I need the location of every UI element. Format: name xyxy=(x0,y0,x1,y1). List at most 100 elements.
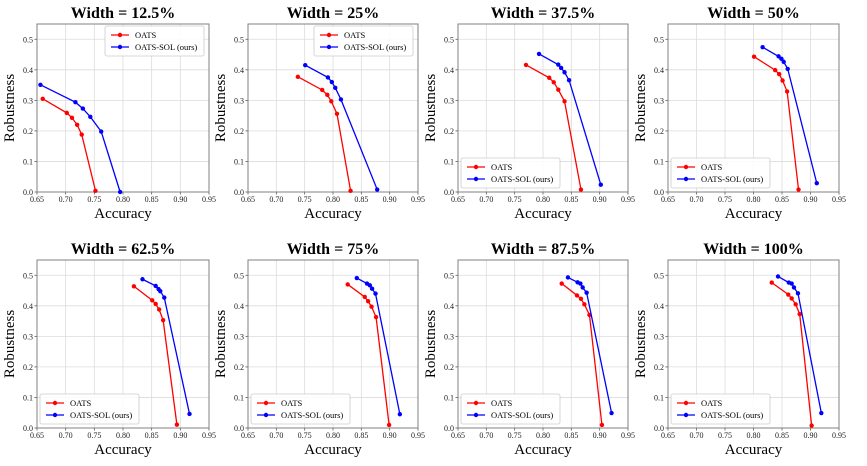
x-tick-label: 0.85 xyxy=(775,195,789,204)
data-point xyxy=(334,111,340,117)
x-tick-label: 0.65 xyxy=(451,431,465,440)
data-point xyxy=(536,51,542,57)
axes-frame xyxy=(457,23,629,193)
data-point xyxy=(819,410,824,416)
series-oats-sol xyxy=(354,275,403,417)
legend-label: OATS xyxy=(344,30,366,40)
subplot-2: 0.65 0.70 0.75 0.80 0.85 0.90 0.95 0.0 0.1 0.2 0.3… xyxy=(213,5,425,222)
y-tick-label: 0.2 xyxy=(444,127,454,136)
data-point xyxy=(150,298,155,303)
legend-box xyxy=(250,393,351,425)
data-point xyxy=(333,85,338,91)
x-tick-label: 0.65 xyxy=(30,195,44,204)
series-oats-sol xyxy=(565,275,614,416)
legend: OATS OATS-SOL (ours) xyxy=(39,393,140,425)
x-tick-label: 0.70 xyxy=(269,195,283,204)
data-point xyxy=(156,307,162,312)
subplot-title: Width = 75% xyxy=(287,241,379,258)
x-tick-label: 0.90 xyxy=(173,431,187,440)
x-axis-label: Accuracy xyxy=(514,206,572,222)
data-point xyxy=(578,296,584,301)
data-point xyxy=(140,277,145,282)
subplot-title: Width = 62.5% xyxy=(71,241,175,258)
data-point xyxy=(796,187,801,192)
legend: OATS OATS-SOL (ours) xyxy=(104,25,205,57)
legend-swatch-marker xyxy=(52,400,58,406)
y-tick-label: 0.1 xyxy=(444,393,454,402)
x-tick-label: 0.85 xyxy=(564,431,578,440)
x-tick-label: 0.70 xyxy=(479,195,493,204)
data-point xyxy=(775,274,781,279)
data-point xyxy=(354,275,359,281)
x-tick-label: 0.80 xyxy=(747,195,761,204)
y-tick-label: 0.5 xyxy=(234,271,244,280)
y-tick-label: 0.1 xyxy=(234,393,244,402)
series-oats-sol xyxy=(303,63,380,192)
series-line xyxy=(297,76,352,191)
data-point xyxy=(578,187,584,192)
data-point xyxy=(325,92,330,98)
legend-swatch-marker xyxy=(117,32,123,38)
x-tick-label: 0.95 xyxy=(832,195,846,204)
data-point xyxy=(397,412,403,417)
legend-label: OATS-SOL (ours) xyxy=(491,174,553,184)
series-line xyxy=(40,84,121,193)
x-tick-label: 0.80 xyxy=(116,431,130,440)
data-point xyxy=(348,188,353,193)
data-point xyxy=(375,187,380,192)
x-tick-label: 0.95 xyxy=(411,195,425,204)
series-oats xyxy=(131,284,180,427)
x-tick-label: 0.85 xyxy=(564,195,578,204)
data-point xyxy=(786,292,791,297)
y-tick-label: 0.3 xyxy=(654,332,664,341)
data-point xyxy=(153,301,158,307)
y-tick-label: 0.5 xyxy=(23,35,33,44)
data-point xyxy=(556,87,561,92)
x-tick-label: 0.90 xyxy=(804,431,818,440)
data-point xyxy=(791,285,797,290)
x-axis-label: Accuracy xyxy=(94,206,152,222)
legend-swatch-marker xyxy=(473,400,479,406)
subplot-title: Width = 87.5% xyxy=(491,241,595,258)
y-tick-label: 0.4 xyxy=(234,302,244,311)
data-point xyxy=(88,114,93,120)
subplot-title: Width = 50% xyxy=(707,5,799,22)
x-tick-label: 0.95 xyxy=(832,431,846,440)
data-point xyxy=(760,45,765,50)
y-tick-label: 0.5 xyxy=(23,271,33,280)
data-point xyxy=(558,65,564,71)
data-point xyxy=(776,71,782,77)
y-tick-label: 0.5 xyxy=(444,271,454,280)
y-tick-label: 0.1 xyxy=(23,157,33,166)
x-tick-label: 0.90 xyxy=(593,431,607,440)
data-point xyxy=(609,410,614,416)
legend-label: OATS-SOL (ours) xyxy=(701,410,763,420)
y-tick-label: 0.0 xyxy=(23,188,33,197)
y-tick-label: 0.2 xyxy=(23,127,33,136)
y-tick-label: 0.4 xyxy=(234,66,244,75)
legend-swatch-marker xyxy=(52,412,58,418)
x-tick-label: 0.90 xyxy=(383,195,397,204)
data-point xyxy=(582,302,587,307)
legend-box xyxy=(670,393,771,425)
x-axis-label: Accuracy xyxy=(725,442,783,458)
legend-swatch-marker xyxy=(326,32,332,38)
series-oats-sol xyxy=(140,277,192,417)
data-point xyxy=(362,294,367,300)
series-oats-sol xyxy=(38,82,123,195)
y-tick-label: 0.4 xyxy=(23,302,33,311)
y-tick-label: 0.4 xyxy=(444,66,454,75)
legend-label: OATS-SOL (ours) xyxy=(135,42,197,52)
data-point xyxy=(793,302,798,307)
y-tick-label: 0.0 xyxy=(654,188,664,197)
y-tick-label: 0.3 xyxy=(444,332,454,341)
x-tick-label: 0.80 xyxy=(116,195,130,204)
legend-swatch-marker xyxy=(683,176,689,182)
legend-box xyxy=(670,157,771,189)
data-point xyxy=(795,291,801,296)
y-axis-label: Robustness xyxy=(633,74,649,143)
x-tick-label: 0.80 xyxy=(326,195,340,204)
data-point xyxy=(99,129,104,134)
series-oats xyxy=(559,281,605,428)
data-point xyxy=(80,106,86,111)
